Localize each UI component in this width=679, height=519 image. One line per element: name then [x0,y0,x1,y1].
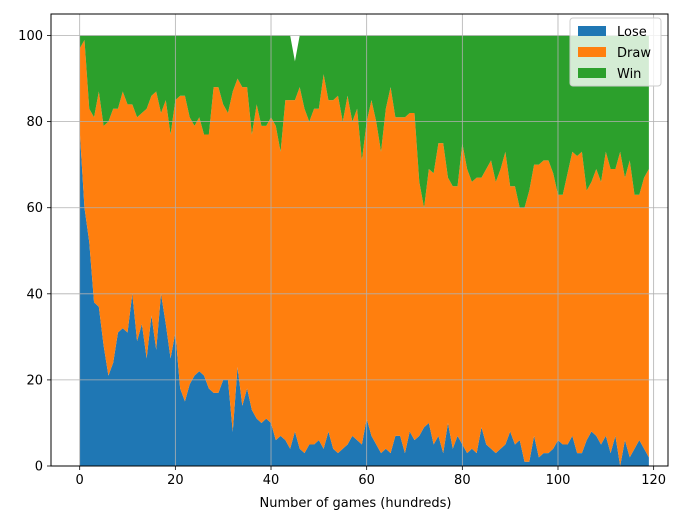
y-tick-label: 100 [18,29,43,44]
y-tick-label: 60 [26,201,43,216]
y-tick-label: 40 [26,287,43,302]
x-tick-label: 20 [167,473,184,488]
x-axis-label: Number of games (hundreds) [260,496,452,511]
x-tick-label: 80 [454,473,471,488]
area-layer [79,35,649,467]
area-draw [79,39,649,466]
x-tick-label: 120 [641,473,666,488]
y-tick-label: 0 [35,460,43,475]
x-tick-label: 40 [263,473,280,488]
legend: Lose Draw Win [569,17,662,87]
legend-label-win: Win [617,67,641,82]
x-tick-label: 0 [76,473,84,488]
x-axis-ticks: 0 20 40 60 80 100 120 [76,466,666,488]
legend-swatch-draw [578,47,606,57]
y-axis-ticks: 0 20 40 60 80 100 [18,29,51,475]
area-lose [79,130,649,467]
legend-label-draw: Draw [617,46,651,61]
x-tick-label: 100 [546,473,571,488]
y-tick-label: 80 [26,115,43,130]
legend-swatch-lose [578,26,606,36]
legend-label-lose: Lose [617,25,647,40]
legend-swatch-win [578,68,606,78]
y-tick-label: 20 [26,373,43,388]
x-tick-label: 60 [358,473,375,488]
plot-frame [50,13,669,467]
